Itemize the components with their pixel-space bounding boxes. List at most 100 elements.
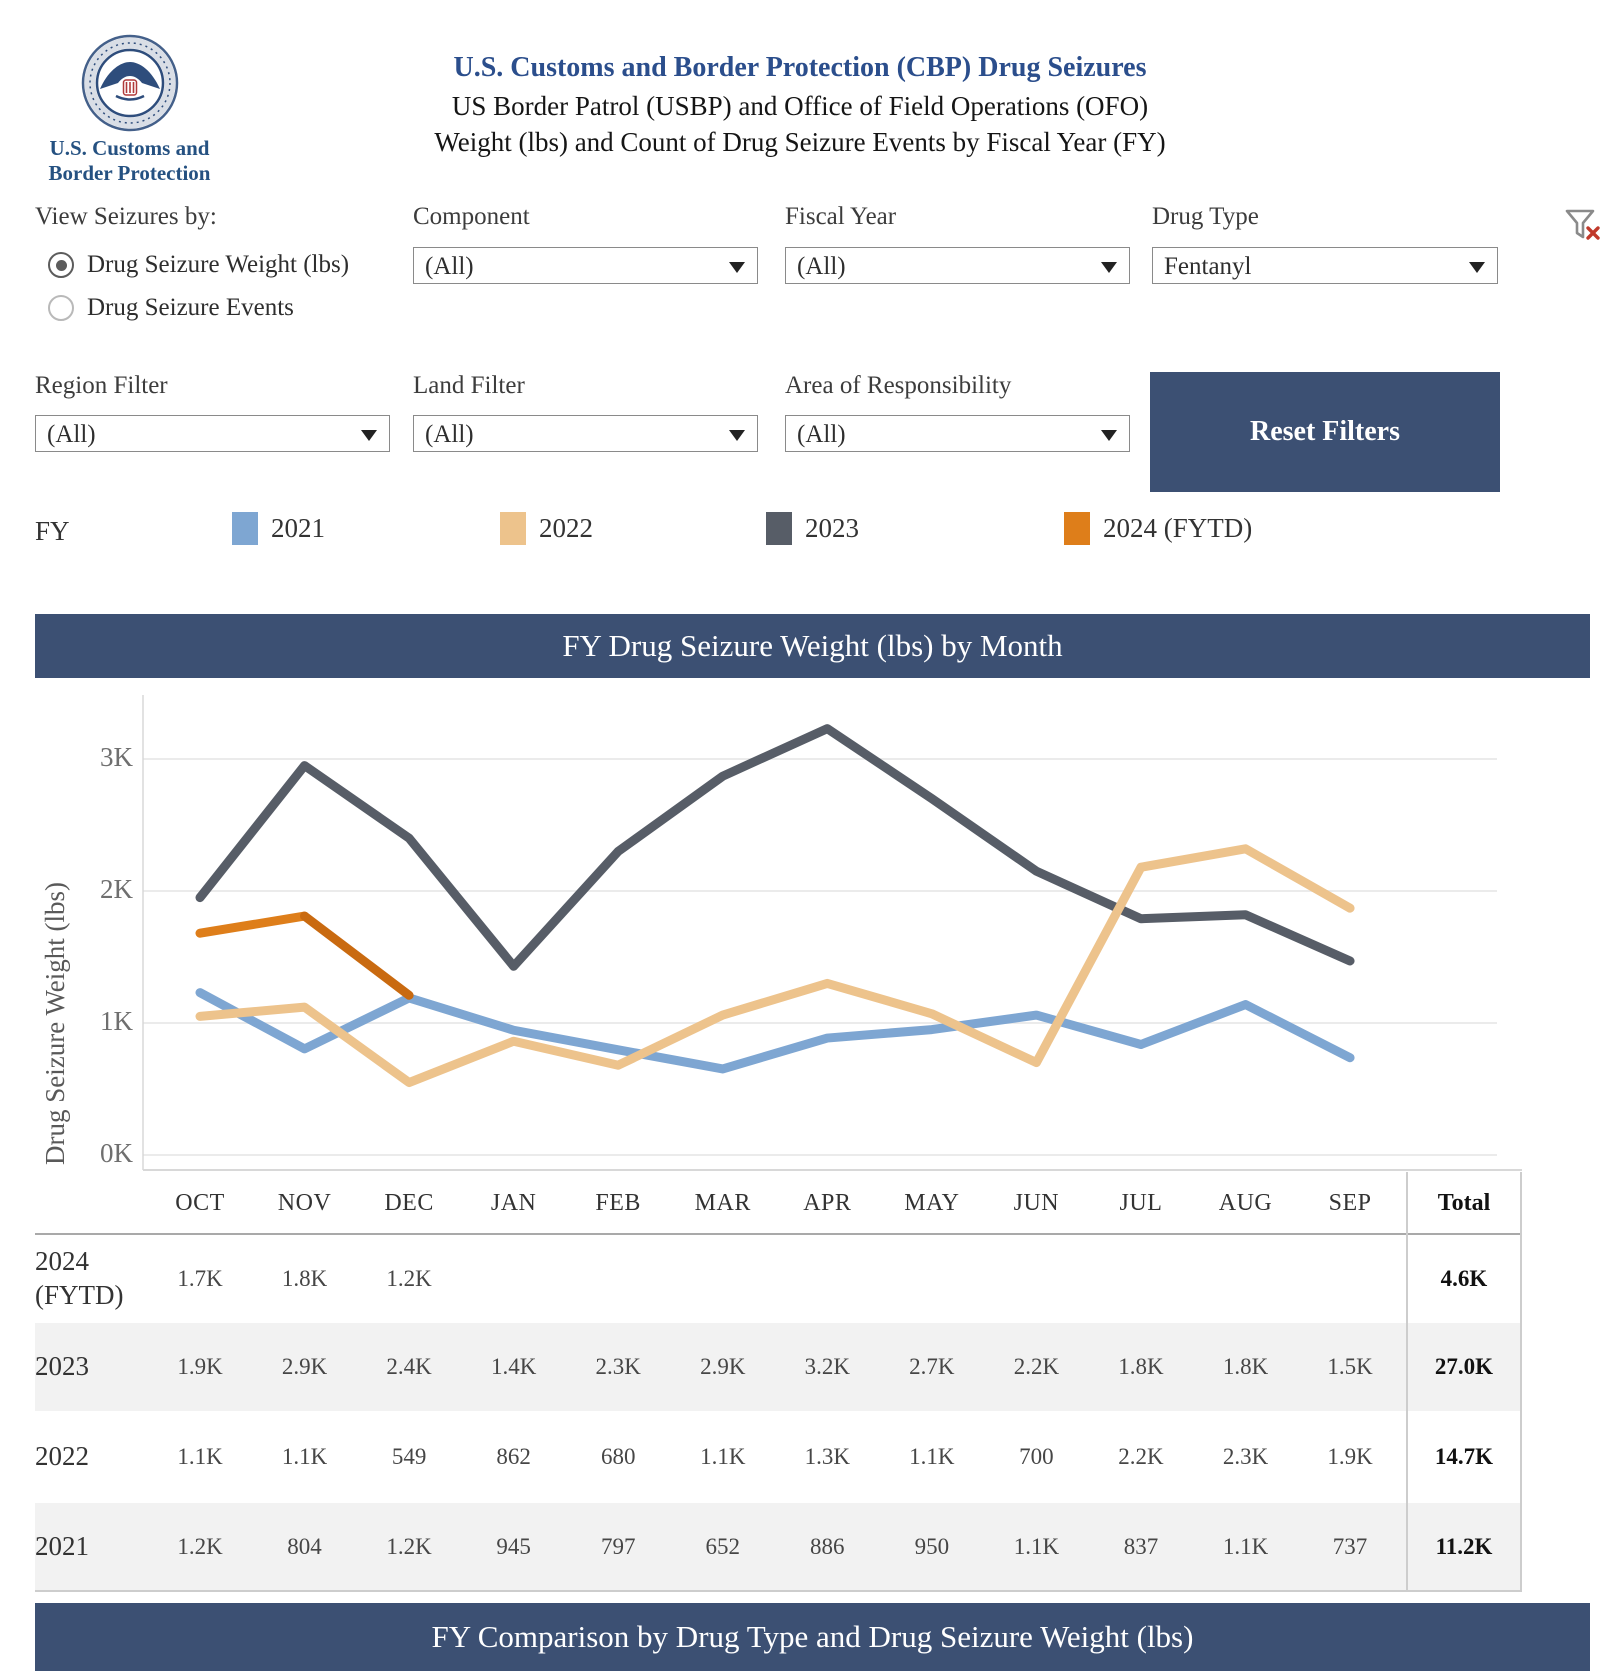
table-bottom-rule [35,1590,1522,1592]
land-filter-select[interactable]: (All) [413,415,758,452]
drug-type-label: Drug Type [1152,203,1259,230]
table-cell: 2.9K [700,1354,746,1379]
table-cell: 1.9K [1327,1444,1373,1469]
chart-title-bar: FY Drug Seizure Weight (lbs) by Month [35,614,1590,678]
fy-legend-label: FY [35,516,70,546]
view-seizures-by-label: View Seizures by: [35,203,217,230]
chart-title: FY Drug Seizure Weight (lbs) by Month [562,628,1063,663]
legend-item-2022[interactable]: 2022 [500,512,593,545]
table-row-background [35,1503,1522,1590]
component-label: Component [413,203,530,230]
component-select[interactable]: (All) [413,247,758,284]
view-by-radio-weight[interactable]: Drug Seizure Weight (lbs) [48,245,349,285]
table-cell: 680 [600,1444,636,1469]
table-cell: 3.2K [804,1354,850,1379]
region-filter-label: Region Filter [35,372,168,399]
table-cell: 2.7K [909,1354,955,1379]
page-subtitle-1: US Border Patrol (USBP) and Office of Fi… [451,91,1149,121]
table-cell: 700 [1019,1444,1054,1469]
region-filter-select[interactable]: (All) [35,415,390,452]
x-axis-month-header: NOV [277,1190,332,1216]
chevron-down-icon [1101,262,1117,273]
table-total-cell: 4.6K [1440,1266,1488,1291]
table-cell: 2.4K [386,1354,432,1379]
chevron-down-icon [729,262,745,273]
table-cell: 797 [600,1533,636,1559]
table-cell: 837 [1123,1533,1159,1559]
table-cell: 804 [287,1533,322,1559]
table-cell: 1.8K [1118,1354,1164,1379]
table-total-cell: 11.2K [1435,1533,1493,1559]
table-cell: 1.1K [700,1444,746,1469]
legend-text: 2022 [539,513,593,543]
x-axis-month-header: APR [803,1190,852,1216]
x-axis-month-header: AUG [1218,1190,1273,1216]
chevron-down-icon [1469,262,1485,273]
legend-swatch [766,512,792,545]
table-cell: 1.5K [1327,1354,1373,1379]
x-axis-month-header: MAY [904,1190,960,1216]
table-cell: 1.2K [177,1533,223,1559]
table-row-background [35,1323,1522,1411]
page-title: U.S. Customs and Border Protection (CBP)… [453,52,1147,83]
table-cell: 2.3K [595,1354,641,1379]
x-axis-month-header: FEB [595,1190,641,1216]
table-cell: 1.1K [909,1444,955,1469]
total-column-rule-right [1520,1172,1522,1592]
aor-select-value: (All) [797,421,846,448]
y-tick-label: 3K [100,742,133,772]
table-cell: 1.4K [490,1354,537,1379]
legend-item-2021[interactable]: 2021 [232,512,325,545]
fiscal-year-select[interactable]: (All) [785,247,1130,284]
land-filter-label: Land Filter [413,372,525,399]
x-axis-month-header: JAN [490,1190,537,1216]
view-by-radio-events[interactable]: Drug Seizure Events [48,288,294,328]
land-filter-select-value: (All) [425,421,474,448]
table-cell: 862 [496,1444,531,1469]
x-axis-month-header: OCT [175,1190,225,1216]
row-label-fy-2024: 2024 (FYTD) [35,1246,124,1310]
logo-caption: U.S. Customs and Border Protection [48,136,211,185]
table-cell: 1.8K [281,1266,328,1291]
total-column-rule-left [1406,1172,1408,1592]
table-cell: 1.9K [177,1354,223,1379]
table-cell: 1.1K [1013,1533,1060,1559]
bottom-section-title-bar: FY Comparison by Drug Type and Drug Seiz… [35,1603,1590,1671]
table-cell: 737 [1332,1533,1368,1559]
legend-text: 2023 [805,513,859,543]
table-cell: 1.8K [1222,1354,1269,1379]
page-subtitle-2: Weight (lbs) and Count of Drug Seizure E… [434,127,1166,157]
table-cell: 2.2K [1013,1354,1060,1379]
x-axis-month-header: MAR [694,1190,751,1216]
aor-select[interactable]: (All) [785,415,1130,452]
radio-unselected-icon[interactable] [48,295,74,321]
legend-item-2024-fytd-[interactable]: 2024 (FYTD) [1064,512,1252,545]
row-label-fy-2023: 2023 [35,1351,89,1382]
x-axis-month-header: JUN [1013,1190,1060,1216]
legend-text: 2021 [271,513,325,543]
reset-filters-button[interactable]: Reset Filters [1150,372,1500,492]
y-tick-label: 2K [100,874,133,904]
table-cell: 1.2K [386,1533,432,1559]
table-cell: 2.2K [1118,1444,1164,1469]
drug-type-select[interactable]: Fentanyl [1152,247,1498,284]
table-cell: 2.9K [281,1354,328,1379]
table-cell: 1.3K [804,1444,850,1469]
table-cell: 1.1K [177,1444,223,1469]
clear-filter-icon[interactable] [1561,204,1603,246]
aor-label: Area of Responsibility [785,372,1012,399]
legend-item-2023[interactable]: 2023 [766,512,859,545]
component-select-value: (All) [425,253,474,280]
table-cell: 1.1K [281,1444,328,1469]
table-cell: 1.2K [386,1266,432,1291]
radio-selected-icon[interactable] [48,252,74,278]
table-total-cell: 14.7K [1434,1444,1494,1469]
y-tick-label: 1K [100,1006,133,1036]
fy-legend: FY 2021 2022 2023 2024 (FYTD) [35,512,1590,552]
legend-swatch [1064,512,1090,545]
region-filter-select-value: (All) [47,421,96,448]
x-axis-month-header: SEP [1328,1190,1372,1216]
table-cell: 886 [810,1533,845,1559]
header-titles: U.S. Customs and Border Protection (CBP)… [260,52,1340,158]
